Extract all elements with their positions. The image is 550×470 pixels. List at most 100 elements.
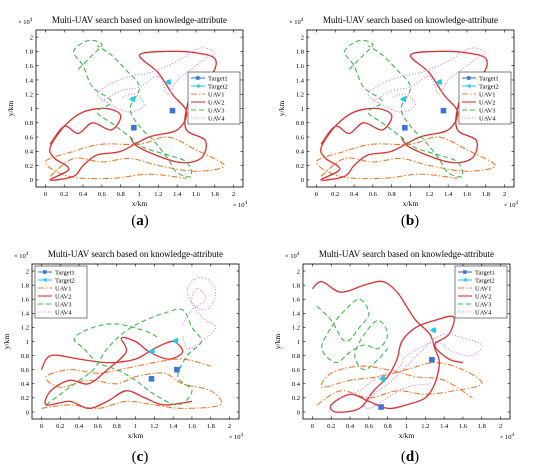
target1-marker bbox=[440, 107, 447, 114]
chart-panel-a: Multi-UAV search based on knowledge-attr… bbox=[0, 0, 275, 235]
x-tick-label: 1.8 bbox=[478, 423, 486, 430]
chart-title: Multi-UAV search based on knowledge-attr… bbox=[323, 15, 498, 25]
x-tick-label: 0.4 bbox=[350, 191, 359, 198]
y-tick-label: 1 bbox=[297, 339, 300, 346]
y-exponent-label: × 104 bbox=[285, 252, 300, 260]
x-tick-label: 1.2 bbox=[150, 423, 158, 430]
chart-d-svg: Multi-UAV search based on knowledge-attr… bbox=[273, 249, 515, 441]
legend-marker-target2 bbox=[42, 277, 47, 283]
x-tick-label: 1 bbox=[409, 191, 412, 198]
y-tick-label: 1.4 bbox=[21, 311, 30, 318]
legend-label-target2: Target2 bbox=[208, 83, 228, 90]
y-tick-label: 0.6 bbox=[296, 134, 305, 141]
target2-marker-dot bbox=[166, 79, 172, 85]
y-tick-label: 0.4 bbox=[296, 149, 305, 156]
series-uav1-line bbox=[315, 136, 496, 180]
x-exponent-label: × 104 bbox=[500, 433, 515, 441]
y-tick-label: 0.2 bbox=[25, 163, 33, 170]
x-tick-label: 0.2 bbox=[331, 191, 339, 198]
legend-label-target2: Target2 bbox=[479, 83, 499, 90]
y-tick-label: 1.8 bbox=[292, 282, 300, 289]
chart-title: Multi-UAV search based on knowledge-attr… bbox=[48, 249, 223, 259]
chart-panel-c: Multi-UAV search based on knowledge-attr… bbox=[0, 235, 275, 470]
caption-d: (d) bbox=[400, 449, 420, 465]
y-axis-label: y/km bbox=[273, 334, 282, 350]
x-tick-label: 0 bbox=[315, 191, 318, 198]
x-tick-label: 1.8 bbox=[207, 423, 215, 430]
legend-marker-target1 bbox=[463, 270, 467, 274]
plot-area bbox=[44, 39, 225, 181]
y-exponent-power: 4 bbox=[30, 18, 33, 23]
legend-label-uav2: UAV2 bbox=[475, 293, 492, 300]
legend-label-target1: Target1 bbox=[479, 75, 499, 82]
x-tick-label: 0.6 bbox=[98, 191, 107, 198]
x-tick-label: 1.2 bbox=[425, 191, 433, 198]
y-tick-label: 1.8 bbox=[21, 282, 29, 289]
y-tick-label: 2 bbox=[297, 268, 300, 275]
y-tick-label: 2 bbox=[26, 268, 29, 275]
x-tick-label: 2 bbox=[499, 423, 502, 430]
legend-label-uav2: UAV2 bbox=[55, 293, 72, 300]
series-uav3-line bbox=[316, 298, 389, 371]
legend-label-target2: Target2 bbox=[475, 277, 495, 284]
x-axis-label: x/km bbox=[132, 199, 148, 208]
x-tick-label: 1 bbox=[134, 423, 137, 430]
legend-label-uav1: UAV1 bbox=[55, 285, 72, 292]
legend-label-uav3: UAV3 bbox=[479, 107, 496, 114]
y-tick-label: 0.6 bbox=[21, 367, 30, 374]
series-uav4-line bbox=[181, 276, 217, 350]
y-tick-label: 1.8 bbox=[25, 49, 33, 56]
x-tick-label: 1.2 bbox=[154, 191, 162, 198]
target1-marker bbox=[131, 124, 137, 131]
x-tick-label: 1.4 bbox=[173, 191, 182, 198]
legend-label-uav4: UAV4 bbox=[475, 309, 492, 316]
x-tick-label: 0.2 bbox=[60, 191, 68, 198]
y-tick-label: 1.6 bbox=[21, 297, 30, 304]
legend-box bbox=[458, 71, 512, 125]
x-axis-label: x/km bbox=[399, 431, 415, 440]
x-tick-label: 0.6 bbox=[369, 191, 378, 198]
caption-b: (b) bbox=[400, 213, 420, 229]
legend-box bbox=[34, 265, 88, 319]
legend-label-uav2: UAV2 bbox=[479, 99, 496, 106]
y-axis-label: y/km bbox=[2, 334, 11, 350]
x-axis-label: x/km bbox=[403, 199, 419, 208]
y-tick-label: 0.6 bbox=[25, 134, 34, 141]
y-tick-label: 1.4 bbox=[296, 77, 305, 84]
y-exponent-label: × 104 bbox=[14, 252, 29, 260]
legend-label-target1: Target1 bbox=[475, 269, 495, 276]
y-exponent-label: × 104 bbox=[289, 18, 304, 26]
legend-label-target1: Target1 bbox=[55, 269, 75, 276]
x-tick-label: 0 bbox=[311, 423, 314, 430]
x-tick-label: 1 bbox=[405, 423, 408, 430]
series-uav2-line bbox=[320, 50, 488, 181]
chart-b-svg: Multi-UAV search based on knowledge-attr… bbox=[277, 15, 519, 209]
x-tick-label: 1.6 bbox=[463, 191, 472, 198]
y-tick-label: 0.2 bbox=[292, 395, 300, 402]
y-tick-label: 1.2 bbox=[296, 92, 304, 99]
x-exponent-power: 4 bbox=[516, 201, 519, 206]
y-tick-label: 0.8 bbox=[25, 120, 33, 127]
x-exponent-power: 4 bbox=[512, 433, 515, 438]
y-exponent-label: × 104 bbox=[18, 18, 33, 26]
x-tick-label: 0.4 bbox=[79, 191, 88, 198]
legend-label-uav3: UAV3 bbox=[55, 301, 72, 308]
x-tick-label: 0.6 bbox=[365, 423, 374, 430]
x-tick-label: 1.2 bbox=[421, 423, 429, 430]
x-tick-label: 0.4 bbox=[75, 423, 84, 430]
legend-box bbox=[187, 71, 241, 125]
chart-c-svg: Multi-UAV search based on knowledge-attr… bbox=[2, 249, 244, 441]
target2-marker-dot bbox=[150, 348, 155, 354]
chart-panel-b: Multi-UAV search based on knowledge-attr… bbox=[275, 0, 550, 235]
target1-marker bbox=[378, 404, 384, 410]
chart-a-svg: Multi-UAV search based on knowledge-attr… bbox=[6, 15, 248, 209]
target2-marker-dot bbox=[401, 96, 407, 102]
x-tick-label: 0.8 bbox=[113, 423, 121, 430]
x-tick-label: 1 bbox=[138, 191, 141, 198]
x-exponent-label: × 104 bbox=[233, 201, 248, 209]
x-tick-label: 1.4 bbox=[444, 191, 453, 198]
series-uav2-line bbox=[311, 280, 464, 413]
x-exponent-label: × 104 bbox=[504, 201, 519, 209]
legend-marker-target2 bbox=[462, 277, 467, 283]
